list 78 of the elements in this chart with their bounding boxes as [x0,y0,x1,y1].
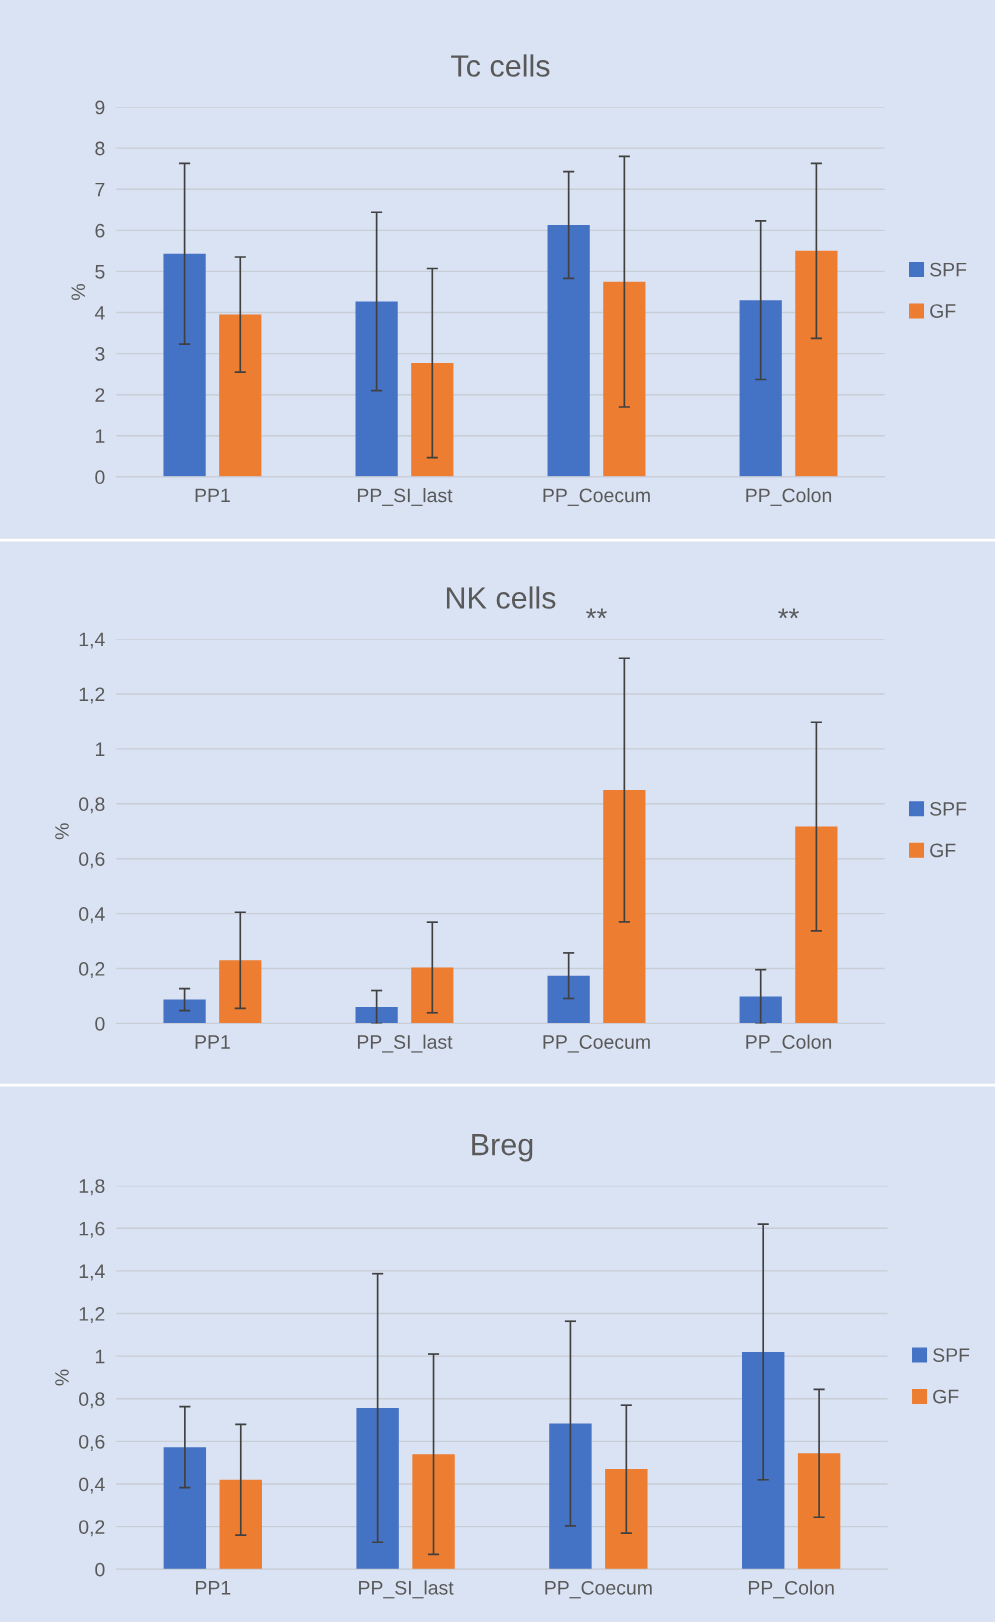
x-tick-label: PP_SI_last [359,1580,454,1599]
bar [219,960,262,1024]
y-tick-label: 3 [95,347,105,361]
bar [355,1007,398,1024]
y-tick-label: 0,2 [79,1520,105,1537]
bar [739,996,782,1024]
y-tick-label: 8 [95,141,105,156]
x-tick-label: PP_Colon [748,1580,834,1599]
bar [411,363,454,477]
bar [603,790,646,1024]
y-tick-label: 1 [95,1349,105,1364]
y-tick-label: 4 [94,306,105,320]
x-tick-label: PP_Colon [746,1034,832,1053]
y-tick-label: 1,2 [79,1307,105,1324]
legend-label: GF [933,1389,959,1404]
bar [163,253,206,477]
y-tick-label: 0 [95,470,105,485]
bar [603,281,646,477]
y-axis-title: % [71,284,86,300]
x-tick-label: PP1 [195,488,230,503]
y-axis-title: % [55,1369,69,1386]
y-tick-label: 6 [95,223,105,238]
bar [219,1479,262,1570]
bar [163,1447,207,1570]
text: ** [586,608,607,619]
bar [355,301,398,477]
y-axis-title: % [55,823,69,840]
x-tick-label: PP_Coecum [545,1580,652,1599]
x-tick-label: PP1 [196,1581,231,1595]
chart-title: Breg [472,1134,533,1162]
bar [605,1469,648,1570]
y-tick-label: 0,2 [79,962,105,979]
chart-title: Tc cells [451,54,550,77]
bar [797,1453,841,1570]
y-tick-label: 7 [95,182,105,197]
chart-title: NK cells [446,586,556,609]
bar [795,250,838,477]
x-tick-label: PP_SI_last [357,487,453,506]
bar [547,975,590,1024]
y-tick-label: 1 [95,429,105,443]
bar [219,314,262,477]
y-tick-label: 2 [95,388,105,402]
y-tick-label: 0,8 [79,797,105,814]
bar [356,1407,399,1570]
y-tick-label: 1,8 [79,1179,105,1196]
bar [547,224,590,477]
text: ** [778,608,799,619]
y-tick-label: 1,2 [79,687,105,704]
y-tick-label: 0,4 [79,1477,105,1494]
y-tick-label: 1,4 [79,1264,105,1281]
x-tick-label: PP_Coecum [543,488,650,506]
y-tick-label: 1,4 [79,632,105,649]
y-tick-label: 5 [95,265,105,279]
bar [411,967,454,1024]
legend-label: SPF [933,1348,970,1362]
y-tick-label: 9 [95,100,105,115]
x-tick-label: PP1 [195,1035,230,1049]
y-tick-label: 1 [95,742,105,756]
y-tick-label: 0 [95,1562,105,1577]
y-tick-label: 0,6 [79,852,105,869]
legend-label: GF [930,843,956,858]
bar [741,1351,785,1570]
legend-label: GF [930,304,956,318]
bar [163,999,206,1024]
x-tick-label: PP_Colon [746,487,832,506]
x-tick-label: PP_SI_last [357,1034,453,1053]
y-tick-label: 1,6 [79,1221,105,1238]
bar [795,826,838,1024]
y-tick-label: 0,4 [79,907,105,924]
bar [549,1423,592,1570]
bar [739,300,782,477]
y-tick-label: 0 [95,1016,105,1031]
bar [412,1454,455,1570]
legend-label: SPF [930,262,967,277]
y-tick-label: 0,6 [79,1434,105,1451]
y-tick-label: 0,8 [79,1392,105,1409]
legend-label: SPF [930,802,967,816]
x-tick-label: PP_Coecum [543,1035,650,1053]
